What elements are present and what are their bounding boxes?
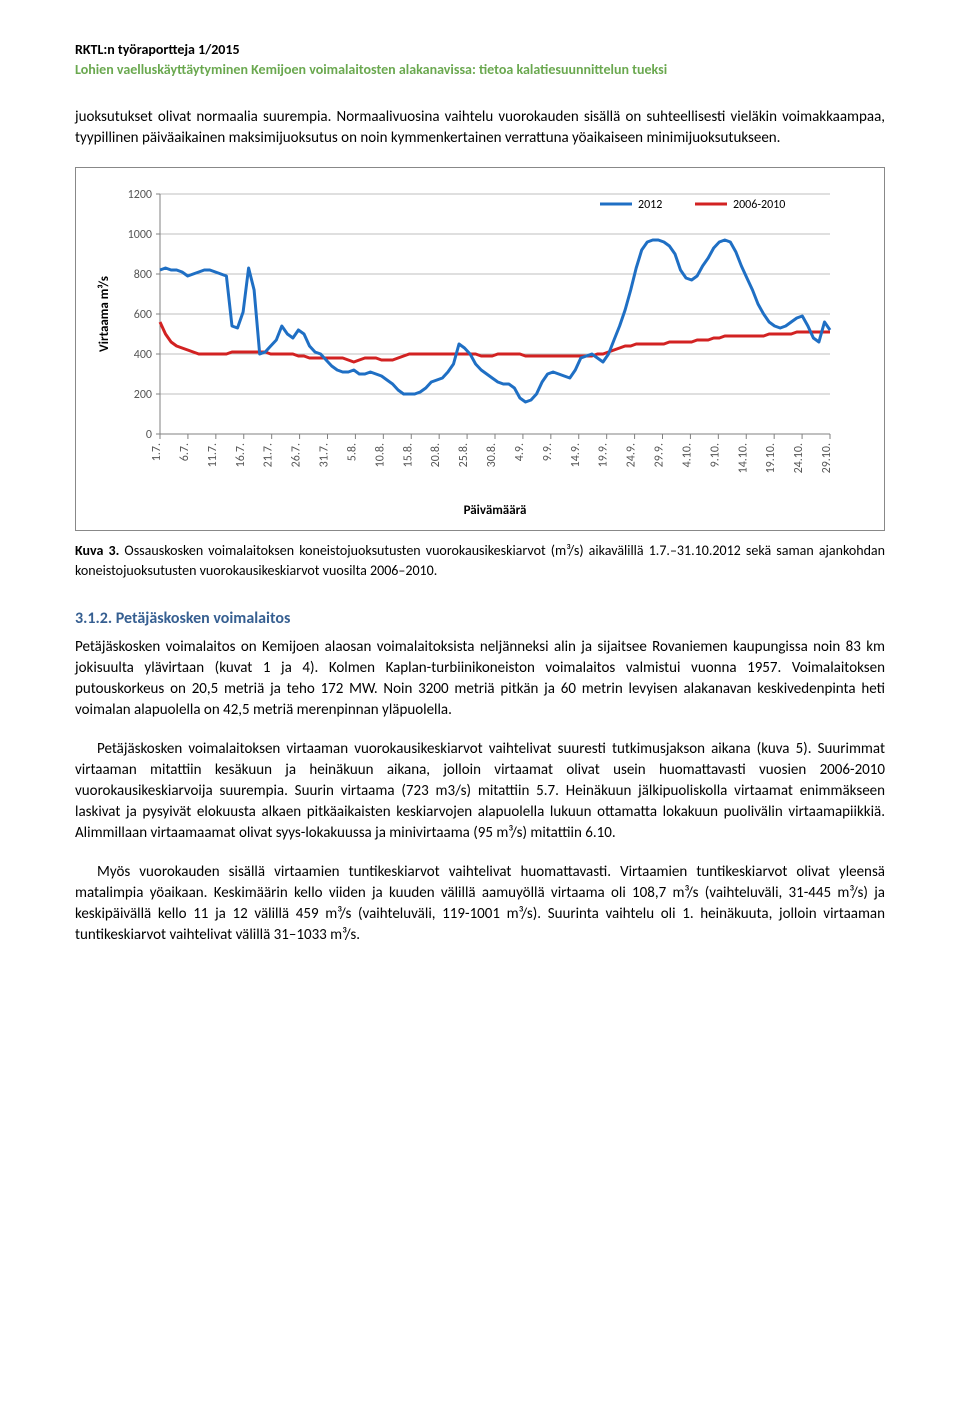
svg-text:21.7.: 21.7. <box>262 443 276 467</box>
figure-label: Kuva 3. <box>75 542 119 559</box>
svg-text:800: 800 <box>134 268 152 282</box>
svg-text:29.10.: 29.10. <box>820 443 834 473</box>
svg-text:1000: 1000 <box>128 228 152 242</box>
svg-text:Virtaama m³/s: Virtaama m³/s <box>97 276 112 352</box>
intro-paragraph: juoksutukset olivat normaalia suurempia.… <box>75 107 885 149</box>
svg-text:Päivämäärä: Päivämäärä <box>464 503 527 518</box>
svg-text:2006-2010: 2006-2010 <box>733 198 785 212</box>
svg-text:600: 600 <box>134 308 152 322</box>
svg-text:16.7.: 16.7. <box>234 443 248 467</box>
section-title: Petäjäskosken voimalaitos <box>112 609 290 628</box>
svg-text:24.10.: 24.10. <box>792 443 806 473</box>
flow-chart: 0 200 400 600 800 1000 1200 1.7. 6.7. 11.7. 16.7. 2… <box>90 180 850 520</box>
body-paragraph-3: Myös vuorokauden sisällä virtaamien tunt… <box>75 862 885 946</box>
svg-text:26.7.: 26.7. <box>290 443 304 467</box>
svg-text:4.10.: 4.10. <box>680 443 694 467</box>
svg-text:1.7.: 1.7. <box>150 443 164 461</box>
svg-text:14.9.: 14.9. <box>569 443 583 467</box>
section-number: 3.1.2. <box>75 609 112 628</box>
svg-text:24.9.: 24.9. <box>625 443 639 467</box>
svg-text:400: 400 <box>134 348 152 362</box>
svg-text:200: 200 <box>134 388 152 402</box>
svg-text:11.7.: 11.7. <box>206 443 220 467</box>
body-paragraph-1: Petäjäskosken voimalaitos on Kemijoen al… <box>75 637 885 721</box>
svg-text:14.10.: 14.10. <box>736 443 750 473</box>
svg-text:25.8.: 25.8. <box>457 443 471 467</box>
section-heading: 3.1.2. Petäjäskosken voimalaitos <box>75 608 885 630</box>
svg-text:9.10.: 9.10. <box>708 443 722 467</box>
svg-text:0: 0 <box>146 428 152 442</box>
chart-container: 0 200 400 600 800 1000 1200 1.7. 6.7. 11.7. 16.7. 2… <box>75 167 885 531</box>
svg-text:19.9.: 19.9. <box>597 443 611 467</box>
svg-text:6.7.: 6.7. <box>178 443 192 461</box>
svg-text:10.8.: 10.8. <box>373 443 387 467</box>
svg-text:2012: 2012 <box>638 198 662 212</box>
header-title: Lohien vaelluskäyttäytyminen Kemijoen vo… <box>75 60 885 80</box>
svg-text:5.8.: 5.8. <box>345 443 359 461</box>
figure-caption: Kuva 3. Ossauskosken voimalaitoksen kone… <box>75 541 885 580</box>
svg-text:4.9.: 4.9. <box>513 443 527 461</box>
body-paragraph-2: Petäjäskosken voimalaitoksen virtaaman v… <box>75 739 885 844</box>
svg-text:19.10.: 19.10. <box>764 443 778 473</box>
figure-caption-text: Ossauskosken voimalaitoksen koneistojuok… <box>75 542 885 579</box>
svg-text:30.8.: 30.8. <box>485 443 499 467</box>
svg-text:29.9.: 29.9. <box>653 443 667 467</box>
header-report-id: RKTL:n työraportteja 1/2015 <box>75 40 885 60</box>
svg-text:15.8.: 15.8. <box>401 443 415 467</box>
svg-text:1200: 1200 <box>128 188 152 202</box>
svg-text:9.9.: 9.9. <box>541 443 555 461</box>
svg-text:31.7.: 31.7. <box>318 443 332 467</box>
svg-text:20.8.: 20.8. <box>429 443 443 467</box>
